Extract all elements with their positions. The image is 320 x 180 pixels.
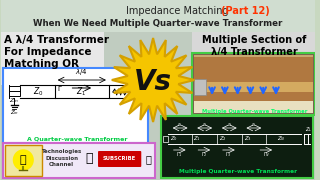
Text: $\Gamma$: $\Gamma$ [57, 84, 63, 93]
FancyBboxPatch shape [98, 151, 141, 167]
Text: For Impedance: For Impedance [4, 47, 91, 57]
Text: Multiple Section of: Multiple Section of [202, 35, 307, 45]
Text: $Z_{in}$: $Z_{in}$ [9, 96, 20, 105]
Bar [9, 86, 20, 96]
Text: (Part 12): (Part 12) [221, 6, 270, 16]
Text: a: a [178, 122, 181, 127]
FancyBboxPatch shape [3, 143, 155, 178]
Text: Matching OR: Matching OR [4, 59, 79, 69]
FancyBboxPatch shape [1, 32, 104, 85]
FancyBboxPatch shape [1, 0, 315, 32]
FancyBboxPatch shape [4, 145, 42, 176]
Text: a: a [227, 122, 230, 127]
Text: $Z_{in}$: $Z_{in}$ [10, 109, 19, 118]
Text: Channel: Channel [49, 161, 74, 166]
Text: a: a [203, 122, 206, 127]
Text: $\Gamma_N$: $\Gamma_N$ [262, 150, 270, 159]
Text: $R_L$: $R_L$ [129, 84, 138, 93]
FancyBboxPatch shape [1, 32, 156, 180]
Text: 👍: 👍 [85, 152, 93, 165]
Text: λ/4 Transformer: λ/4 Transformer [211, 47, 298, 57]
FancyBboxPatch shape [161, 116, 313, 178]
Text: Discussion: Discussion [45, 156, 78, 161]
Text: $Z_0$: $Z_0$ [33, 86, 43, 98]
Circle shape [13, 150, 33, 170]
Bar [194, 101, 313, 113]
Text: a: a [252, 122, 255, 127]
Text: $Z_1$: $Z_1$ [193, 135, 201, 143]
Bar [194, 79, 206, 95]
Text: $\Gamma_2$: $\Gamma_2$ [201, 150, 207, 159]
Bar [194, 57, 313, 101]
Text: Technologies: Technologies [42, 150, 82, 154]
Text: $Z_L$: $Z_L$ [305, 126, 312, 134]
Bar [163, 136, 168, 142]
Text: Multiple Quarter-wave Transformer: Multiple Quarter-wave Transformer [179, 170, 297, 174]
FancyBboxPatch shape [156, 32, 315, 180]
FancyBboxPatch shape [192, 53, 315, 115]
Text: A Quarter-wave Transformer: A Quarter-wave Transformer [27, 136, 128, 141]
Text: $\Gamma_3$: $\Gamma_3$ [226, 150, 232, 159]
Text: Vs: Vs [134, 68, 172, 96]
Text: Multiple Quarter-wave Transformer: Multiple Quarter-wave Transformer [202, 109, 307, 114]
Text: $Z_0$: $Z_0$ [170, 135, 178, 143]
FancyBboxPatch shape [3, 68, 148, 143]
Text: 🔔: 🔔 [145, 154, 151, 164]
Text: Impedance Matching: Impedance Matching [125, 6, 231, 16]
Text: $Z_1$: $Z_1$ [76, 86, 86, 98]
Text: $\lambda$/4: $\lambda$/4 [75, 67, 88, 77]
Text: 💡: 💡 [20, 155, 27, 165]
Bar [194, 55, 313, 113]
Polygon shape [112, 38, 194, 122]
Text: $\Gamma_1$: $\Gamma_1$ [176, 150, 183, 159]
Text: $Z_3$: $Z_3$ [244, 135, 252, 143]
Text: SUBSCRIBE: SUBSCRIBE [103, 156, 136, 161]
Text: $Z_2$: $Z_2$ [219, 135, 227, 143]
Text: $Z_N$: $Z_N$ [277, 135, 285, 143]
Bar [194, 82, 313, 92]
Text: A λ/4 Transformer: A λ/4 Transformer [4, 35, 108, 45]
Text: When We Need Multiple Quarter-wave Transformer: When We Need Multiple Quarter-wave Trans… [33, 19, 283, 28]
FancyBboxPatch shape [192, 32, 315, 70]
